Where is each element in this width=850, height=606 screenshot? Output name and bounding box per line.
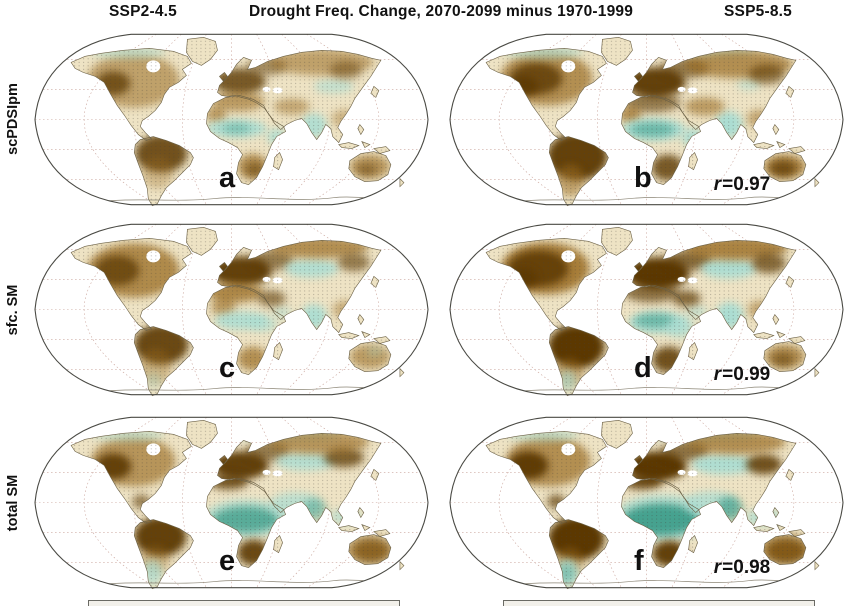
colorbar-right-cutoff — [503, 600, 815, 606]
r-symbol: r — [713, 364, 722, 385]
figure-title: Drought Freq. Change, 2070-2099 minus 19… — [248, 3, 634, 20]
colorbar-left-cutoff — [88, 600, 400, 606]
map-panel-a: a — [33, 26, 430, 213]
correlation-label: r=0.97 — [714, 175, 770, 194]
r-value: =0.99 — [722, 364, 771, 385]
map-outline — [449, 33, 844, 206]
coastlines — [485, 419, 820, 590]
panel-letter: d — [634, 352, 652, 384]
correlation-label — [327, 365, 328, 384]
coastlines — [70, 419, 405, 590]
world-map-svg — [449, 223, 844, 397]
r-symbol: r — [713, 557, 722, 578]
r-value: =0.98 — [722, 557, 771, 578]
map-outline — [34, 33, 429, 206]
antarctica-coast — [91, 579, 396, 587]
panel-letter: a — [219, 162, 236, 194]
map-outline — [34, 416, 429, 589]
antarctica-coast — [91, 386, 396, 394]
antarctica-coast — [91, 196, 396, 204]
correlation-label: r=0.98 — [714, 558, 770, 577]
row-label-sfc-sm: sfc. SM — [5, 284, 21, 336]
world-map-svg — [449, 416, 844, 590]
world-map-svg — [449, 33, 844, 207]
column-header-ssp245: SSP2-4.5 — [109, 3, 177, 20]
coastlines — [70, 226, 405, 397]
correlation-label: r=0.99 — [714, 365, 770, 384]
map-outline — [449, 416, 844, 589]
coastlines — [485, 36, 820, 207]
r-value: =0.97 — [722, 174, 771, 195]
correlation-label — [327, 558, 328, 577]
row-label-scpdsipm: scPDSIpm — [5, 83, 21, 155]
panel-letter: e — [219, 545, 236, 577]
panel-letter: b — [634, 162, 652, 194]
correlation-label — [327, 175, 328, 194]
map-outline — [34, 223, 429, 396]
column-header-ssp585: SSP5-8.5 — [724, 3, 792, 20]
map-panel-b: b r=0.97 — [448, 26, 845, 213]
coastlines — [70, 36, 405, 207]
map-panel-d: d r=0.99 — [448, 216, 845, 403]
panel-letter: c — [219, 352, 236, 384]
world-map-svg — [34, 33, 429, 207]
world-map-svg — [34, 416, 429, 590]
map-panel-f: f r=0.98 — [448, 409, 845, 596]
coastlines — [485, 226, 820, 397]
map-outline — [449, 223, 844, 396]
map-panel-c: c — [33, 216, 430, 403]
world-map-svg — [34, 223, 429, 397]
panel-letter: f — [634, 545, 644, 577]
antarctica-coast — [506, 196, 811, 204]
antarctica-coast — [506, 386, 811, 394]
antarctica-coast — [506, 579, 811, 587]
map-panel-e: e — [33, 409, 430, 596]
row-label-total-sm: total SM — [5, 474, 21, 532]
r-symbol: r — [713, 174, 722, 195]
